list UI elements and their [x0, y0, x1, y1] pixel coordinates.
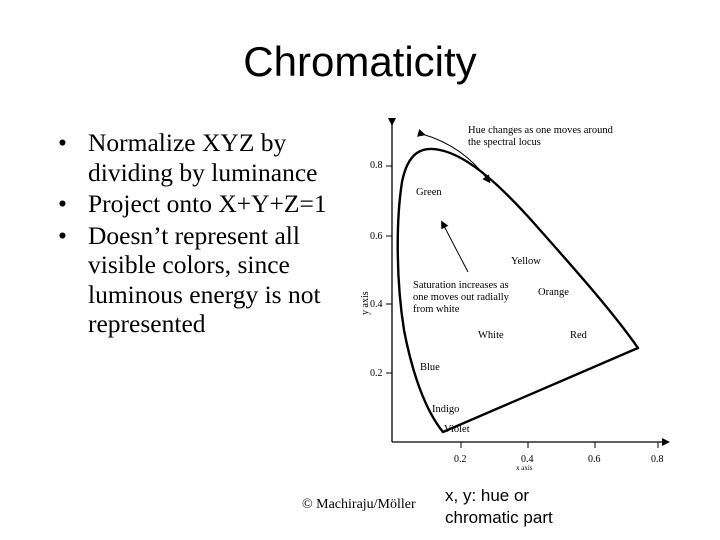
chromaticity-diagram: 0.8 0.6 0.4 0.2 y axis 0.2 0.4 0.6 0.8 x…: [360, 118, 670, 472]
label-green: Green: [416, 187, 442, 198]
hue-annotation-line2: the spectral locus: [468, 137, 541, 148]
bullet-dot: •: [58, 128, 67, 157]
label-red: Red: [570, 330, 588, 341]
label-yellow: Yellow: [511, 256, 541, 267]
bullet-item: • Doesn’t represent all visible colors, s…: [58, 221, 358, 339]
figure-caption: x, y: hue or chromatic part: [445, 485, 553, 529]
saturation-annotation-line2: one moves out radially: [413, 292, 510, 303]
y-tick-label: 0.2: [370, 368, 383, 379]
x-axis-label: x axis: [516, 464, 533, 472]
bullet-dot: •: [58, 189, 67, 218]
image-credit: © Machiraju/Möller: [302, 497, 416, 512]
saturation-annotation-line1: Saturation increases as: [413, 280, 509, 291]
x-tick-label: 0.6: [588, 454, 601, 465]
hue-annotation-line1: Hue changes as one moves around: [468, 125, 614, 136]
label-white: White: [478, 330, 504, 341]
hue-arrow: [417, 129, 491, 184]
bullet-item: • Project onto X+Y+Z=1: [58, 189, 358, 219]
y-tick-label: 0.4: [370, 299, 383, 310]
y-tick-label: 0.6: [370, 231, 383, 242]
label-violet: Violet: [444, 424, 470, 435]
bullet-text: Normalize XYZ by dividing by luminance: [88, 128, 318, 187]
caption-line: chromatic part: [445, 508, 553, 527]
saturation-arrow: [441, 220, 469, 273]
saturation-annotation-line3: from white: [413, 304, 460, 315]
x-tick-label: 0.2: [454, 454, 467, 465]
x-tick-label: 0.4: [521, 454, 534, 465]
slide-title: Chromaticity: [243, 38, 477, 85]
bullet-text: Doesn’t represent all visible colors, si…: [88, 220, 321, 339]
bullet-item: • Normalize XYZ by dividing by luminance: [58, 128, 358, 187]
x-tick-label: 0.8: [651, 454, 664, 465]
bullet-dot: •: [58, 220, 67, 250]
label-orange: Orange: [538, 287, 569, 298]
label-indigo: Indigo: [432, 404, 459, 415]
y-tick-label: 0.8: [370, 160, 383, 171]
label-blue: Blue: [420, 362, 440, 373]
caption-line: x, y: hue or: [445, 486, 530, 505]
bullet-text: Project onto X+Y+Z=1: [88, 189, 327, 218]
bullet-list: • Normalize XYZ by dividing by luminance …: [58, 128, 358, 341]
y-axis-label: y axis: [360, 291, 371, 315]
